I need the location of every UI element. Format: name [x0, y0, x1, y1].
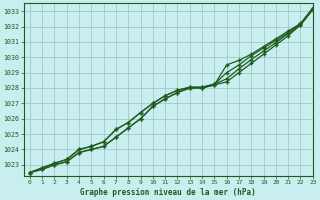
- X-axis label: Graphe pression niveau de la mer (hPa): Graphe pression niveau de la mer (hPa): [80, 188, 256, 197]
